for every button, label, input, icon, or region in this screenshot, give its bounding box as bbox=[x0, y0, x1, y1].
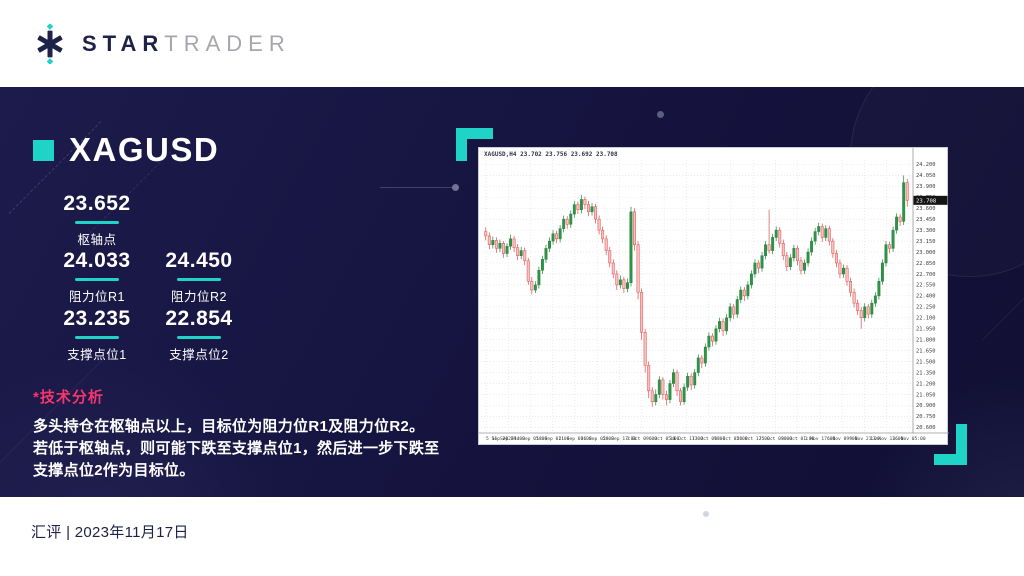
svg-text:23.300: 23.300 bbox=[916, 228, 935, 234]
brand-name-secondary: TRADER bbox=[164, 31, 291, 56]
svg-text:6 Nov 09:00: 6 Nov 09:00 bbox=[827, 436, 858, 442]
svg-text:21.500: 21.500 bbox=[916, 359, 935, 365]
symbol-title: XAGUSD bbox=[69, 131, 220, 168]
svg-text:18 Oct 05:00: 18 Oct 05:00 bbox=[714, 436, 747, 442]
deco-dot bbox=[703, 511, 709, 517]
svg-text:6 Oct 05:00: 6 Oct 05:00 bbox=[649, 436, 680, 442]
star-logo-icon bbox=[37, 24, 63, 64]
svg-text:9 Nov 21:00: 9 Nov 21:00 bbox=[849, 436, 880, 442]
svg-text:23.708: 23.708 bbox=[916, 198, 937, 204]
svg-text:11 Sep 09:00: 11 Sep 09:00 bbox=[492, 436, 525, 442]
svg-text:23.000: 23.000 bbox=[916, 250, 935, 256]
pivot-value: 23.652 bbox=[63, 192, 131, 215]
technical-analysis-heading: *技术分析 bbox=[33, 389, 104, 406]
resistance-r1-value: 24.033 bbox=[63, 249, 131, 272]
svg-text:20 Oct 17:00: 20 Oct 17:00 bbox=[737, 436, 770, 442]
svg-text:23.450: 23.450 bbox=[916, 217, 935, 223]
svg-text:24.050: 24.050 bbox=[916, 173, 935, 179]
svg-text:22.700: 22.700 bbox=[916, 272, 935, 278]
svg-text:26 Sep 05:00: 26 Sep 05:00 bbox=[581, 436, 614, 442]
brand-name-primary: STAR bbox=[82, 31, 165, 56]
support-s1-label: 支撑点位1 bbox=[67, 348, 127, 362]
svg-text:21.950: 21.950 bbox=[916, 327, 935, 333]
svg-text:21.800: 21.800 bbox=[916, 337, 935, 343]
resistance-r2: 24.450 阻力位R2 bbox=[148, 249, 250, 305]
resistance-r1-underline bbox=[75, 278, 119, 281]
svg-text:1 Nov 17:00: 1 Nov 17:00 bbox=[805, 436, 836, 442]
svg-text:20.750: 20.750 bbox=[916, 414, 935, 420]
svg-text:23.600: 23.600 bbox=[916, 206, 935, 212]
svg-text:14 Sep 05:00: 14 Sep 05:00 bbox=[514, 436, 547, 442]
svg-text:10 Oct 17:00: 10 Oct 17:00 bbox=[670, 436, 703, 442]
pivot-point: 23.652 枢轴点 bbox=[46, 192, 148, 248]
svg-text:5 Sep 2023: 5 Sep 2023 bbox=[486, 436, 514, 442]
symbol-title-row: XAGUSD bbox=[33, 131, 219, 169]
support-s2-underline bbox=[177, 336, 221, 339]
svg-text:20.600: 20.600 bbox=[916, 425, 935, 431]
resistance-r2-label: 阻力位R2 bbox=[171, 290, 227, 304]
title-square-icon bbox=[33, 139, 54, 161]
svg-text:13 Nov 13:00: 13 Nov 13:00 bbox=[870, 436, 903, 442]
deco-dot-line bbox=[380, 187, 458, 188]
svg-text:21 Sep 09:00: 21 Sep 09:00 bbox=[558, 436, 591, 442]
svg-text:20.900: 20.900 bbox=[916, 403, 935, 409]
svg-text:21.650: 21.650 bbox=[916, 348, 935, 354]
deco-dot bbox=[657, 111, 664, 118]
svg-text:21.050: 21.050 bbox=[916, 392, 935, 398]
svg-text:23.900: 23.900 bbox=[916, 184, 935, 190]
svg-text:25 Oct 09:00: 25 Oct 09:00 bbox=[759, 436, 792, 442]
svg-text:XAGUSD,H4 23.702 23.756 23.692: XAGUSD,H4 23.702 23.756 23.692 23.708 bbox=[484, 151, 618, 158]
svg-text:22.550: 22.550 bbox=[916, 283, 935, 289]
analysis-line: 多头持仓在枢轴点以上，目标位为阻力位R1及阻力位R2。 bbox=[33, 418, 425, 435]
svg-text:22.250: 22.250 bbox=[916, 305, 935, 311]
analysis-panel: XAGUSD 23.652 枢轴点 24.033 阻力位R1 24.450 阻力… bbox=[0, 87, 1024, 497]
svg-text:21.200: 21.200 bbox=[916, 381, 935, 387]
analysis-line: 支撑点位2作为目标位。 bbox=[33, 462, 195, 479]
svg-text:24.200: 24.200 bbox=[916, 162, 935, 168]
svg-text:30 Oct 01:00: 30 Oct 01:00 bbox=[781, 436, 814, 442]
svg-text:18 Sep 01:00: 18 Sep 01:00 bbox=[536, 436, 569, 442]
resistance-r1: 24.033 阻力位R1 bbox=[46, 249, 148, 305]
header: STARTRADER bbox=[0, 0, 1024, 87]
svg-text:28 Sep 17:00: 28 Sep 17:00 bbox=[603, 436, 636, 442]
resistance-r2-underline bbox=[177, 278, 221, 281]
price-chart: 24.20024.05023.90023.75023.60023.45023.3… bbox=[478, 147, 949, 445]
support-s1-value: 23.235 bbox=[63, 307, 131, 330]
technical-analysis: *技术分析 多头持仓在枢轴点以上，目标位为阻力位R1及阻力位R2。 若低于枢轴点… bbox=[33, 386, 463, 482]
svg-text:3 Oct 09:00: 3 Oct 09:00 bbox=[627, 436, 658, 442]
corner-bracket-top-left bbox=[456, 128, 493, 161]
brand-logo: STARTRADER bbox=[30, 24, 291, 64]
analysis-line: 若低于枢轴点，则可能下跌至支撑点位1，然后进一步下跌至 bbox=[33, 440, 440, 457]
svg-text:22.850: 22.850 bbox=[916, 261, 935, 267]
deco-dot bbox=[452, 184, 459, 191]
brand-name: STARTRADER bbox=[82, 31, 291, 57]
svg-text:23.150: 23.150 bbox=[916, 239, 935, 245]
support-s2-label: 支撑点位2 bbox=[169, 348, 229, 362]
resistance-r1-label: 阻力位R1 bbox=[69, 290, 125, 304]
pivot-underline bbox=[75, 221, 119, 224]
pivot-label: 枢轴点 bbox=[77, 233, 117, 247]
svg-text:21.350: 21.350 bbox=[916, 370, 935, 376]
svg-text:16 Nov 05:00: 16 Nov 05:00 bbox=[892, 436, 925, 442]
support-s2-value: 22.854 bbox=[165, 307, 233, 330]
deco-line bbox=[981, 234, 1024, 341]
svg-text:22.100: 22.100 bbox=[916, 316, 935, 322]
footer-date: 汇评 | 2023年11月17日 bbox=[31, 524, 189, 541]
support-s2: 22.854 支撑点位2 bbox=[148, 307, 250, 363]
support-s1: 23.235 支撑点位1 bbox=[46, 307, 148, 363]
support-s1-underline bbox=[75, 336, 119, 339]
svg-text:13 Oct 09:00: 13 Oct 09:00 bbox=[692, 436, 725, 442]
resistance-r2-value: 24.450 bbox=[165, 249, 233, 272]
corner-bracket-bottom-right bbox=[934, 424, 967, 465]
candlestick-chart: 24.20024.05023.90023.75023.60023.45023.3… bbox=[479, 148, 949, 442]
svg-text:22.400: 22.400 bbox=[916, 294, 935, 300]
footer: 汇评 | 2023年11月17日 bbox=[0, 497, 1024, 576]
